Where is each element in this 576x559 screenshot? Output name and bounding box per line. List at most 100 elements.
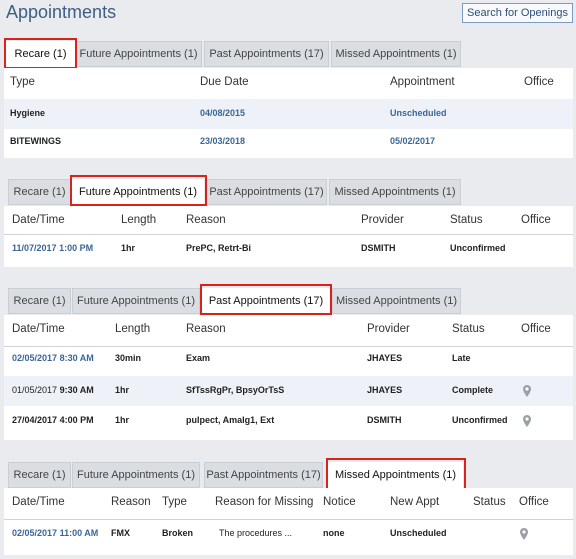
header-divider — [4, 234, 573, 235]
column-header-type: Type — [162, 496, 187, 508]
column-header-provider: Provider — [367, 323, 410, 335]
table-row[interactable]: Hygiene 04/08/2015 Unscheduled — [4, 99, 573, 129]
recare-table: Type Due Date Appointment Office Hygiene… — [4, 68, 573, 158]
column-header-reason: Reason — [111, 496, 151, 508]
past-appointments-table: Date/Time Length Reason Provider Status … — [4, 315, 573, 440]
table-row[interactable]: BITEWINGS 23/03/2018 05/02/2017 — [4, 127, 573, 157]
appointment-length: 1hr — [115, 385, 130, 395]
tab-missed-appointments[interactable]: Missed Appointments (1) — [332, 288, 461, 314]
tab-past-appointments[interactable]: Past Appointments (17) — [204, 462, 323, 488]
table-row[interactable]: 11/07/2017 1:00 PM 1hr PrePC, Retrt-Bi D… — [4, 234, 573, 264]
appointment-status: Unconfirmed — [450, 243, 506, 253]
appointment-date: 27/04/2017 — [12, 415, 58, 425]
appointment-date: 02/05/2017 — [12, 528, 58, 538]
table-row[interactable]: 01/05/2017 9:30 AM 1hr SfTssRgPr, BpsyOr… — [4, 376, 573, 406]
tab-recare[interactable]: Recare (1) — [8, 288, 71, 314]
appointment-reason: PrePC, Retrt-Bi — [186, 243, 252, 253]
appointment-provider: JHAYES — [367, 353, 403, 363]
missed-type: Broken — [162, 528, 194, 538]
appointment-reason: Exam — [186, 353, 211, 363]
appointment-provider: DSMITH — [361, 243, 396, 253]
appointment-reason: SfTssRgPr, BpsyOrTsS — [186, 385, 285, 395]
appointment-time: 1:00 PM — [59, 243, 94, 253]
appointment-date-link[interactable]: 02/05/2017 11:00 AM — [12, 519, 98, 547]
column-header-notice: Notice — [323, 496, 356, 508]
appointment-date-link[interactable]: 11/07/2017 1:00 PM — [12, 234, 93, 262]
appointment-status: Complete — [452, 385, 494, 395]
column-header-status: Status — [473, 496, 506, 508]
column-header-reason: Reason — [186, 214, 226, 226]
recare-due-date: 04/08/2015 — [200, 108, 246, 118]
header-divider — [4, 346, 573, 347]
column-header-office: Office — [521, 323, 551, 335]
recare-appointment-link[interactable]: Unscheduled — [390, 108, 447, 118]
appointment-time: 8:30 AM — [59, 353, 94, 363]
tab-past-appointments[interactable]: Past Appointments (17) — [202, 288, 330, 314]
appointment-status: Unconfirmed — [452, 415, 508, 425]
column-header-status: Status — [450, 214, 483, 226]
column-header-appointment: Appointment — [390, 76, 455, 88]
appointment-provider: JHAYES — [367, 385, 403, 395]
appointment-date: 01/05/2017 — [12, 385, 58, 395]
appointment-time: 4:00 PM — [59, 415, 94, 425]
new-appointment: Unscheduled — [390, 528, 447, 538]
appointment-reason: pulpect, Amalg1, Ext — [186, 415, 275, 425]
search-for-openings-button[interactable]: Search for Openings — [462, 3, 573, 23]
column-header-office: Office — [524, 76, 554, 88]
column-header-type: Type — [10, 76, 35, 88]
column-header-reason: Reason — [186, 323, 226, 335]
tab-recare[interactable]: Recare (1) — [6, 41, 75, 67]
column-header-reason-for-missing: Reason for Missing — [215, 496, 314, 508]
column-header-provider: Provider — [361, 214, 404, 226]
page-title: Appointments — [6, 2, 117, 22]
page-header: Appointments Search for Openings — [0, 0, 576, 28]
tab-recare[interactable]: Recare (1) — [8, 462, 71, 488]
recare-type: BITEWINGS — [10, 136, 61, 146]
table-row[interactable]: 02/05/2017 11:00 AM FMX Broken The proce… — [4, 519, 573, 549]
map-pin-icon[interactable] — [520, 528, 528, 540]
tab-past-appointments[interactable]: Past Appointments (17) — [206, 179, 327, 205]
column-header-new-appt: New Appt — [390, 496, 440, 508]
column-header-date-time: Date/Time — [12, 496, 65, 508]
header-divider — [4, 519, 573, 520]
appointment-date: 02/05/2017 — [12, 353, 58, 363]
column-header-date-time: Date/Time — [12, 214, 65, 226]
tab-future-appointments[interactable]: Future Appointments (1) — [72, 288, 200, 314]
column-header-length: Length — [115, 323, 151, 335]
appointment-date-link[interactable]: 02/05/2017 8:30 AM — [12, 344, 94, 372]
column-header-office: Office — [519, 496, 549, 508]
map-pin-icon[interactable] — [523, 385, 531, 397]
tab-missed-appointments[interactable]: Missed Appointments (1) — [328, 462, 463, 488]
future-appointments-table: Date/Time Length Reason Provider Status … — [4, 206, 573, 267]
appointment-length: 1hr — [121, 243, 136, 253]
map-pin-icon[interactable] — [523, 415, 531, 427]
column-header-office: Office — [521, 214, 551, 226]
appointment-date-text: 01/05/2017 9:30 AM — [12, 376, 94, 404]
recare-due-date: 23/03/2018 — [200, 136, 246, 146]
tab-future-appointments[interactable]: Future Appointments (1) — [72, 179, 204, 205]
reason-for-missing: The procedures ... — [219, 528, 293, 538]
column-header-date-time: Date/Time — [12, 323, 65, 335]
missed-notice: none — [323, 528, 345, 538]
appointment-status: Late — [452, 353, 471, 363]
recare-appointment-link[interactable]: 05/02/2017 — [390, 136, 436, 146]
column-header-length: Length — [121, 214, 157, 226]
missed-appointments-table: Date/Time Reason Type Reason for Missing… — [4, 488, 573, 555]
appointment-provider: DSMITH — [367, 415, 402, 425]
appointment-length: 30min — [115, 353, 142, 363]
tab-missed-appointments[interactable]: Missed Appointments (1) — [329, 179, 461, 205]
tab-future-appointments[interactable]: Future Appointments (1) — [75, 41, 202, 67]
table-row[interactable]: 27/04/2017 4:00 PM 1hr pulpect, Amalg1, … — [4, 406, 573, 436]
tab-future-appointments[interactable]: Future Appointments (1) — [72, 462, 200, 488]
tab-missed-appointments[interactable]: Missed Appointments (1) — [331, 41, 461, 67]
appointment-time: 11:00 AM — [59, 528, 99, 538]
appointment-date-text: 27/04/2017 4:00 PM — [12, 406, 94, 434]
table-row[interactable]: 02/05/2017 8:30 AM 30min Exam JHAYES Lat… — [4, 344, 573, 374]
appointment-time: 9:30 AM — [59, 385, 94, 395]
column-header-due-date: Due Date — [200, 76, 249, 88]
missed-reason: FMX — [111, 528, 130, 538]
tab-recare[interactable]: Recare (1) — [8, 179, 71, 205]
appointment-date: 11/07/2017 — [12, 243, 57, 253]
tab-past-appointments[interactable]: Past Appointments (17) — [204, 41, 329, 67]
column-header-status: Status — [452, 323, 485, 335]
